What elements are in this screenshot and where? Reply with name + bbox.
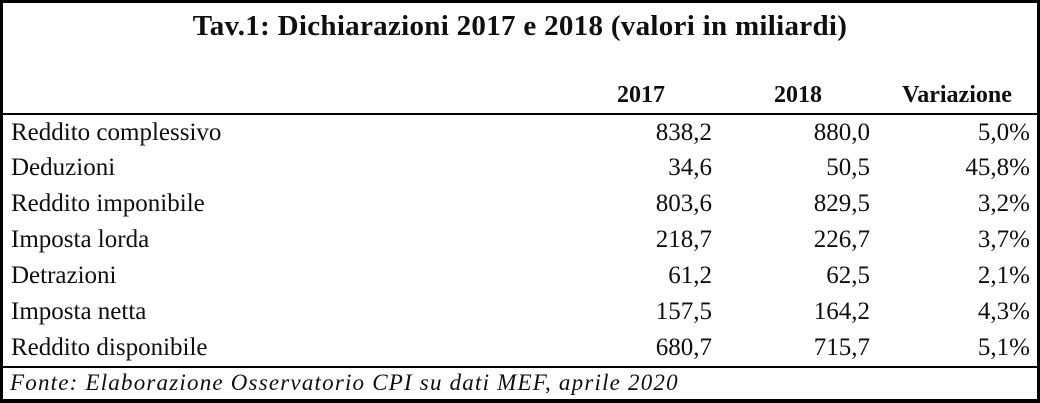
- header-row: 2017 2018 Variazione: [3, 69, 1037, 115]
- table-row: Imposta lorda 218,7 226,7 3,7%: [3, 222, 1037, 258]
- value-2017: 218,7: [655, 226, 712, 253]
- value-2017: 680,7: [655, 334, 712, 361]
- value-2018: 880,0: [813, 118, 870, 146]
- value-variazione: 3,2%: [977, 190, 1030, 217]
- row-label: Detrazioni: [11, 262, 117, 289]
- table-row: Detrazioni 61,2 62,5 2,1%: [3, 258, 1037, 294]
- table-title: Tav.1: Dichiarazioni 2017 e 2018 (valori…: [192, 10, 848, 42]
- header-2017: 2017: [563, 69, 719, 115]
- row-label: Reddito complessivo: [11, 118, 222, 146]
- value-variazione: 5,1%: [977, 334, 1030, 361]
- value-2017: 157,5: [655, 298, 712, 325]
- value-2018: 226,7: [813, 226, 870, 253]
- header-empty-cell: [3, 69, 563, 115]
- value-variazione: 4,3%: [977, 298, 1030, 325]
- row-label: Reddito imponibile: [11, 190, 205, 217]
- value-2017: 803,6: [655, 190, 712, 217]
- source-note: Fonte: Elaborazione Osservatorio CPI su …: [3, 366, 1037, 397]
- value-2018: 715,7: [813, 334, 870, 361]
- value-2017: 61,2: [668, 262, 712, 289]
- value-2018: 50,5: [826, 154, 870, 181]
- table-row: Reddito disponibile 680,7 715,7 5,1%: [3, 330, 1037, 366]
- row-label: Imposta netta: [11, 298, 147, 325]
- table-row: Reddito complessivo 838,2 880,0 5,0%: [3, 114, 1037, 150]
- table-row: Deduzioni 34,6 50,5 45,8%: [3, 150, 1037, 186]
- value-2017: 34,6: [668, 154, 712, 181]
- header-variazione: Variazione: [877, 69, 1037, 115]
- value-2018: 164,2: [813, 298, 870, 325]
- declarations-table: 2017 2018 Variazione Reddito complessivo…: [3, 69, 1037, 366]
- value-variazione: 2,1%: [977, 262, 1030, 289]
- header-2018: 2018: [719, 69, 877, 115]
- value-variazione: 45,8%: [965, 154, 1030, 181]
- value-2018: 829,5: [813, 190, 870, 217]
- value-2018: 62,5: [826, 262, 870, 289]
- table-body: Reddito complessivo 838,2 880,0 5,0% Ded…: [3, 114, 1037, 366]
- row-label: Imposta lorda: [11, 226, 150, 253]
- table-row: Reddito imponibile 803,6 829,5 3,2%: [3, 186, 1037, 222]
- value-variazione: 5,0%: [977, 118, 1030, 146]
- value-2017: 838,2: [655, 118, 712, 146]
- value-variazione: 3,7%: [977, 226, 1030, 253]
- table-row: Imposta netta 157,5 164,2 4,3%: [3, 294, 1037, 330]
- row-label: Deduzioni: [11, 154, 116, 181]
- row-label: Reddito disponibile: [11, 334, 208, 361]
